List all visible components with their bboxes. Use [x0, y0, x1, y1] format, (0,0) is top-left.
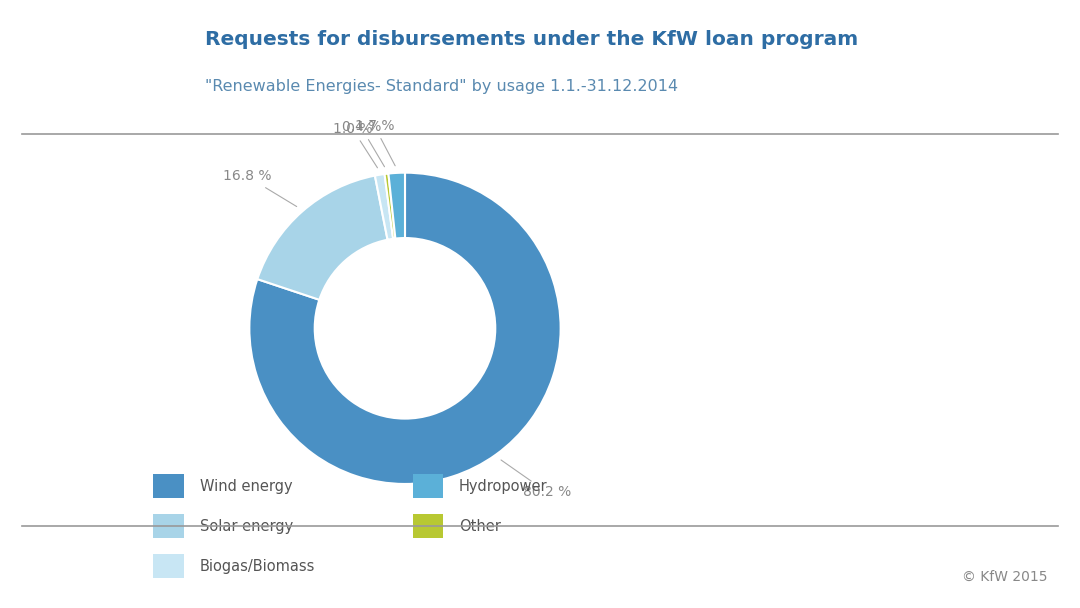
Text: 80.2 %: 80.2 %	[501, 460, 571, 499]
Wedge shape	[384, 173, 395, 239]
Text: © KfW 2015: © KfW 2015	[962, 570, 1048, 584]
Bar	[153, 474, 184, 498]
Wedge shape	[257, 176, 388, 300]
Wedge shape	[375, 174, 393, 240]
Text: Solar energy: Solar energy	[200, 519, 293, 534]
Text: Wind energy: Wind energy	[200, 478, 293, 494]
Text: 16.8 %: 16.8 %	[222, 170, 297, 207]
Bar	[153, 554, 184, 578]
Text: 0.4 %: 0.4 %	[341, 120, 384, 167]
Bar	[413, 514, 443, 538]
Bar	[413, 474, 443, 498]
Text: 1.7 %: 1.7 %	[354, 119, 395, 166]
Text: Requests for disbursements under the KfW loan program: Requests for disbursements under the KfW…	[205, 30, 859, 49]
Text: Other: Other	[459, 519, 501, 534]
Text: 1.0 %: 1.0 %	[333, 122, 377, 168]
Wedge shape	[249, 173, 561, 484]
Bar	[153, 514, 184, 538]
Text: Biogas/Biomass: Biogas/Biomass	[200, 559, 315, 574]
Text: "Renewable Energies- Standard" by usage 1.1.-31.12.2014: "Renewable Energies- Standard" by usage …	[205, 79, 678, 94]
Text: Hydropower: Hydropower	[459, 478, 548, 494]
Wedge shape	[389, 173, 405, 238]
